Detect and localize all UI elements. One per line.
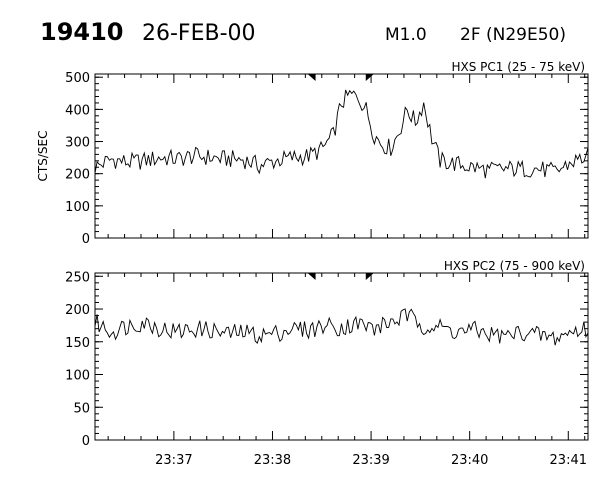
panel-title: HXS PC2 (75 - 900 keV) — [444, 259, 585, 273]
y-axis-label: CTS/SEC — [36, 131, 50, 182]
panel-pc1: HXS PC1 (25 - 75 keV) CTS/SEC 0 100 200 300 40… — [36, 60, 589, 247]
panel-title: HXS PC1 (25 - 75 keV) — [451, 60, 585, 74]
event-marker — [307, 273, 316, 280]
y-tick-label: 0 — [82, 434, 90, 449]
y-tick-label: 100 — [65, 369, 90, 384]
y-tick-label: 500 — [65, 71, 90, 86]
y-tick-label: 100 — [65, 200, 90, 215]
y-tick-label: 200 — [65, 303, 90, 318]
flare-location: 2F (N29E50) — [460, 25, 566, 45]
x-tick-label: 23:39 — [352, 453, 389, 468]
y-tick-label: 200 — [65, 168, 90, 183]
x-tick-label: 23:38 — [254, 453, 291, 468]
x-tick-label: 23:37 — [155, 453, 192, 468]
y-tick-label: 400 — [65, 103, 90, 118]
event-marker — [307, 74, 316, 81]
series-line — [94, 308, 589, 346]
y-tick-label: 250 — [65, 270, 90, 285]
event-id: 19410 — [40, 18, 124, 46]
x-tick-label: 23:41 — [550, 453, 587, 468]
event-marker — [365, 74, 374, 81]
event-date: 26-FEB-00 — [142, 21, 256, 46]
y-tick-label: 0 — [82, 232, 90, 247]
plot-frame — [94, 73, 589, 239]
goes-class: M1.0 — [385, 25, 427, 45]
y-tick-label: 50 — [73, 401, 90, 416]
event-marker — [365, 273, 374, 280]
y-tick-label: 300 — [65, 136, 90, 151]
panel-pc2: HXS PC2 (75 - 900 keV) 0 50 100 150 200 250 23:… — [65, 259, 589, 468]
x-tick-label: 23:40 — [451, 453, 488, 468]
series-line — [94, 89, 589, 179]
y-tick-label: 150 — [65, 336, 90, 351]
plot-frame — [94, 272, 589, 441]
